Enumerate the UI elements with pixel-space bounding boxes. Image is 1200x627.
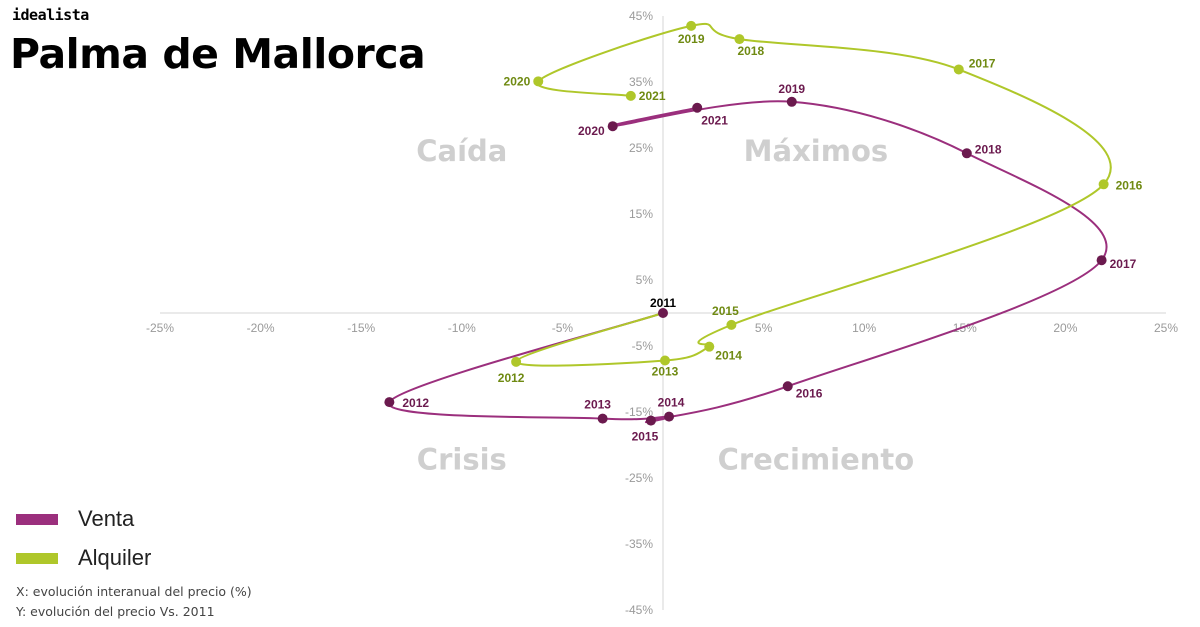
data-point-alquiler-2021 <box>625 90 636 101</box>
legend-label-venta: Venta <box>78 506 135 531</box>
data-point-venta-2019 <box>786 96 797 107</box>
axis-note-y: Y: evolución del precio Vs. 2011 <box>16 604 215 619</box>
legend-item-alquiler: Alquiler <box>16 545 151 571</box>
data-point-venta-2014 <box>664 411 675 422</box>
data-point-alquiler-2014 <box>704 341 715 352</box>
data-label-venta-2014: 2014 <box>658 396 685 410</box>
legend-swatch-venta <box>16 513 58 525</box>
data-point-venta-2016 <box>782 381 793 392</box>
quadrant-label-maximos: Máximos <box>744 134 888 168</box>
data-label-alquiler-2016: 2016 <box>1116 178 1143 192</box>
x-tick-label-25: -25% <box>146 321 174 335</box>
data-point-venta-2018 <box>961 148 972 159</box>
data-point-alquiler-2019 <box>686 20 697 31</box>
data-label-alquiler-2017: 2017 <box>969 56 996 70</box>
series-line-venta <box>388 100 1108 424</box>
data-point-alquiler-2018 <box>734 34 745 45</box>
data-label-alquiler-2019: 2019 <box>678 32 705 46</box>
data-point-venta-2021 <box>692 102 703 113</box>
data-label-alquiler-2014: 2014 <box>715 349 742 363</box>
data-point-venta-2011 <box>658 308 668 318</box>
data-label-venta-2021: 2021 <box>701 114 728 128</box>
data-label-venta-2016: 2016 <box>796 386 823 400</box>
page-title: Palma de Mallorca <box>10 30 426 78</box>
x-tick-label-20: 20% <box>1053 321 1077 335</box>
data-point-alquiler-2013 <box>660 355 671 366</box>
data-point-venta-2017 <box>1096 255 1107 266</box>
y-tick-label-25: 25% <box>629 141 653 155</box>
data-label-venta-2018: 2018 <box>975 142 1002 156</box>
legend-swatch-alquiler <box>16 552 58 564</box>
data-label-venta-2017: 2017 <box>1110 257 1137 271</box>
y-tick-label-45: 45% <box>629 9 653 23</box>
data-label-alquiler-2015: 2015 <box>712 304 739 318</box>
data-label-alquiler-2021: 2021 <box>639 89 666 103</box>
data-label-alquiler-2018: 2018 <box>737 44 764 58</box>
data-point-venta-2012 <box>384 397 395 408</box>
legend-item-venta: Venta <box>16 506 134 532</box>
data-label-venta-2012: 2012 <box>402 396 429 410</box>
y-tick-label-35: -35% <box>625 537 653 551</box>
y-tick-label-15: -15% <box>625 405 653 419</box>
x-tick-label-20: -20% <box>247 321 275 335</box>
quadrant-label-caida: Caída <box>416 134 507 168</box>
data-point-venta-2020 <box>607 121 618 132</box>
x-tick-label-5: 5% <box>755 321 773 335</box>
x-tick-label-10: 10% <box>852 321 876 335</box>
legend-label-alquiler: Alquiler <box>78 545 152 570</box>
data-label-alquiler-2012: 2012 <box>498 371 525 385</box>
data-point-alquiler-2017 <box>953 64 964 75</box>
data-point-alquiler-2016 <box>1098 179 1109 190</box>
data-point-alquiler-2012 <box>511 356 522 367</box>
x-tick-label-10: -10% <box>448 321 476 335</box>
y-tick-label-5: 5% <box>636 273 654 287</box>
axis-note-x: X: evolución interanual del precio (%) <box>16 584 252 599</box>
data-point-venta-2015 <box>645 415 656 426</box>
y-tick-label-5: -5% <box>632 339 654 353</box>
data-label-venta-2015: 2015 <box>632 430 659 444</box>
x-tick-label-15: -15% <box>347 321 375 335</box>
y-tick-label-25: -25% <box>625 471 653 485</box>
data-point-alquiler-2020 <box>533 76 544 87</box>
data-label-alquiler-2013: 2013 <box>652 365 679 379</box>
data-label-venta-2020: 2020 <box>578 124 605 138</box>
x-tick-label-25: 25% <box>1154 321 1178 335</box>
y-tick-label-45: -45% <box>625 603 653 617</box>
series-line-alquiler <box>515 22 1112 367</box>
data-label-venta-2013: 2013 <box>584 398 611 412</box>
data-point-venta-2013 <box>597 413 608 424</box>
data-label-venta-2011: 2011 <box>650 296 676 310</box>
data-label-venta-2019: 2019 <box>778 82 805 96</box>
data-point-alquiler-2015 <box>726 319 737 330</box>
quadrant-label-crecimiento: Crecimiento <box>718 442 915 476</box>
data-label-alquiler-2020: 2020 <box>504 74 531 88</box>
y-tick-label-15: 15% <box>629 207 653 221</box>
y-tick-label-35: 35% <box>629 75 653 89</box>
brand-logo: idealista <box>12 6 89 24</box>
quadrant-label-crisis: Crisis <box>417 442 507 476</box>
x-tick-label-5: -5% <box>552 321 574 335</box>
